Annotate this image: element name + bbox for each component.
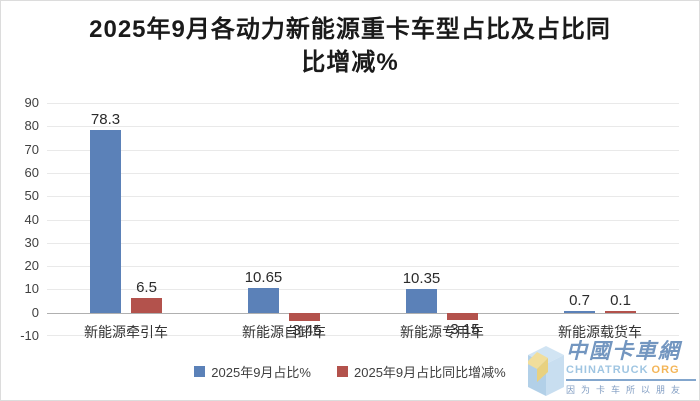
chart-title-line1: 2025年9月各动力新能源重卡车型占比及占比同 — [89, 16, 611, 43]
bar-series2-新能源自卸车 — [289, 312, 320, 321]
watermark-slogan: 因为卡车所以朋友 — [566, 385, 687, 395]
bar-series1-新能源牵引车 — [90, 130, 121, 313]
legend-item-2: 2025年9月占比同比增减% — [337, 362, 506, 381]
watermark-cn-text: 中國卡車網 — [566, 339, 681, 363]
y-tick-label--10: -10 — [20, 328, 39, 343]
chinatruck-watermark: 中國卡車網 CHINATRUCK ORG 因为卡车所以朋友 — [528, 338, 696, 398]
y-axis-labels: -10 0 10 20 30 40 50 60 70 80 90 — [1, 95, 41, 343]
gridline-50 — [47, 196, 679, 198]
gridline-80 — [47, 126, 679, 128]
watermark-text-block: 中國卡車網 CHINATRUCK ORG 因为卡车所以朋友 — [566, 338, 696, 396]
bar-value-label: 10.35 — [402, 269, 441, 287]
gridline-30 — [47, 242, 679, 244]
category-label-新能源自卸车: 新能源自卸车 — [242, 324, 326, 340]
gridline-10 — [47, 289, 679, 291]
chinatruck-logo-icon — [528, 346, 564, 396]
bar-value-label: -3.45 — [287, 321, 322, 339]
y-tick-label-40: 40 — [24, 211, 39, 227]
y-tick-label-60: 60 — [24, 164, 39, 180]
category-label-新能源专用车: 新能源专用车 — [400, 324, 484, 340]
gridline-90 — [47, 103, 679, 104]
y-tick-label-80: 80 — [24, 118, 39, 134]
gridline-40 — [47, 219, 679, 221]
y-tick-label-50: 50 — [24, 188, 39, 204]
bar-value-label: 0.1 — [610, 292, 631, 310]
y-tick-label-20: 20 — [24, 258, 39, 274]
y-tick-label-10: 10 — [24, 281, 39, 297]
legend-swatch-icon — [337, 366, 348, 377]
gridline-0 — [47, 312, 679, 314]
category-label-新能源载货车: 新能源载货车 — [558, 324, 642, 340]
gridline-20 — [47, 266, 679, 268]
category-label-新能源牵引车: 新能源牵引车 — [84, 324, 168, 340]
legend-label: 2025年9月占比同比增减% — [354, 365, 506, 380]
legend-item-1: 2025年9月占比% — [194, 362, 311, 381]
watermark-en-text: CHINATRUCK ORG — [566, 364, 696, 377]
bar-value-label: -3.15 — [445, 321, 480, 339]
chart-title-line2: 比增减% — [301, 49, 399, 76]
bar-value-label: 0.7 — [569, 292, 590, 310]
y-tick-label-70: 70 — [24, 141, 39, 157]
gridline--10 — [47, 335, 679, 336]
watermark-tld-text: ORG — [651, 364, 680, 376]
bar-series2-新能源载货车 — [605, 311, 636, 313]
bar-series1-新能源载货车 — [564, 311, 595, 313]
watermark-divider — [566, 379, 696, 381]
bar-series2-新能源牵引车 — [131, 297, 162, 313]
y-tick-label-90: 90 — [24, 95, 39, 110]
y-tick-label-30: 30 — [24, 234, 39, 250]
gridline-60 — [47, 172, 679, 174]
legend-swatch-icon — [194, 366, 206, 377]
bar-value-label: 78.3 — [90, 111, 121, 129]
bar-series2-新能源专用车 — [447, 312, 478, 321]
plot-area: 78.3 6.5 新能源牵引车 10.65 -3.45 新能源自卸车 10.35 -3.15 新… — [47, 103, 679, 340]
chart-title: 2025年9月各动力新能源重卡车型占比及占比同 比增减% — [1, 13, 699, 79]
y-tick-label-0: 0 — [31, 304, 39, 320]
bar-value-label: 10.65 — [244, 268, 283, 286]
gridline-70 — [47, 149, 679, 151]
chart-legend: 2025年9月占比% 2025年9月占比同比增减% — [1, 362, 699, 381]
bar-value-label: 6.5 — [136, 278, 157, 296]
bar-series1-新能源自卸车 — [248, 287, 279, 313]
legend-label: 2025年9月占比% — [211, 365, 311, 380]
watermark-en-name: CHINATRUCK — [566, 364, 649, 376]
bar-series1-新能源专用车 — [406, 288, 437, 313]
